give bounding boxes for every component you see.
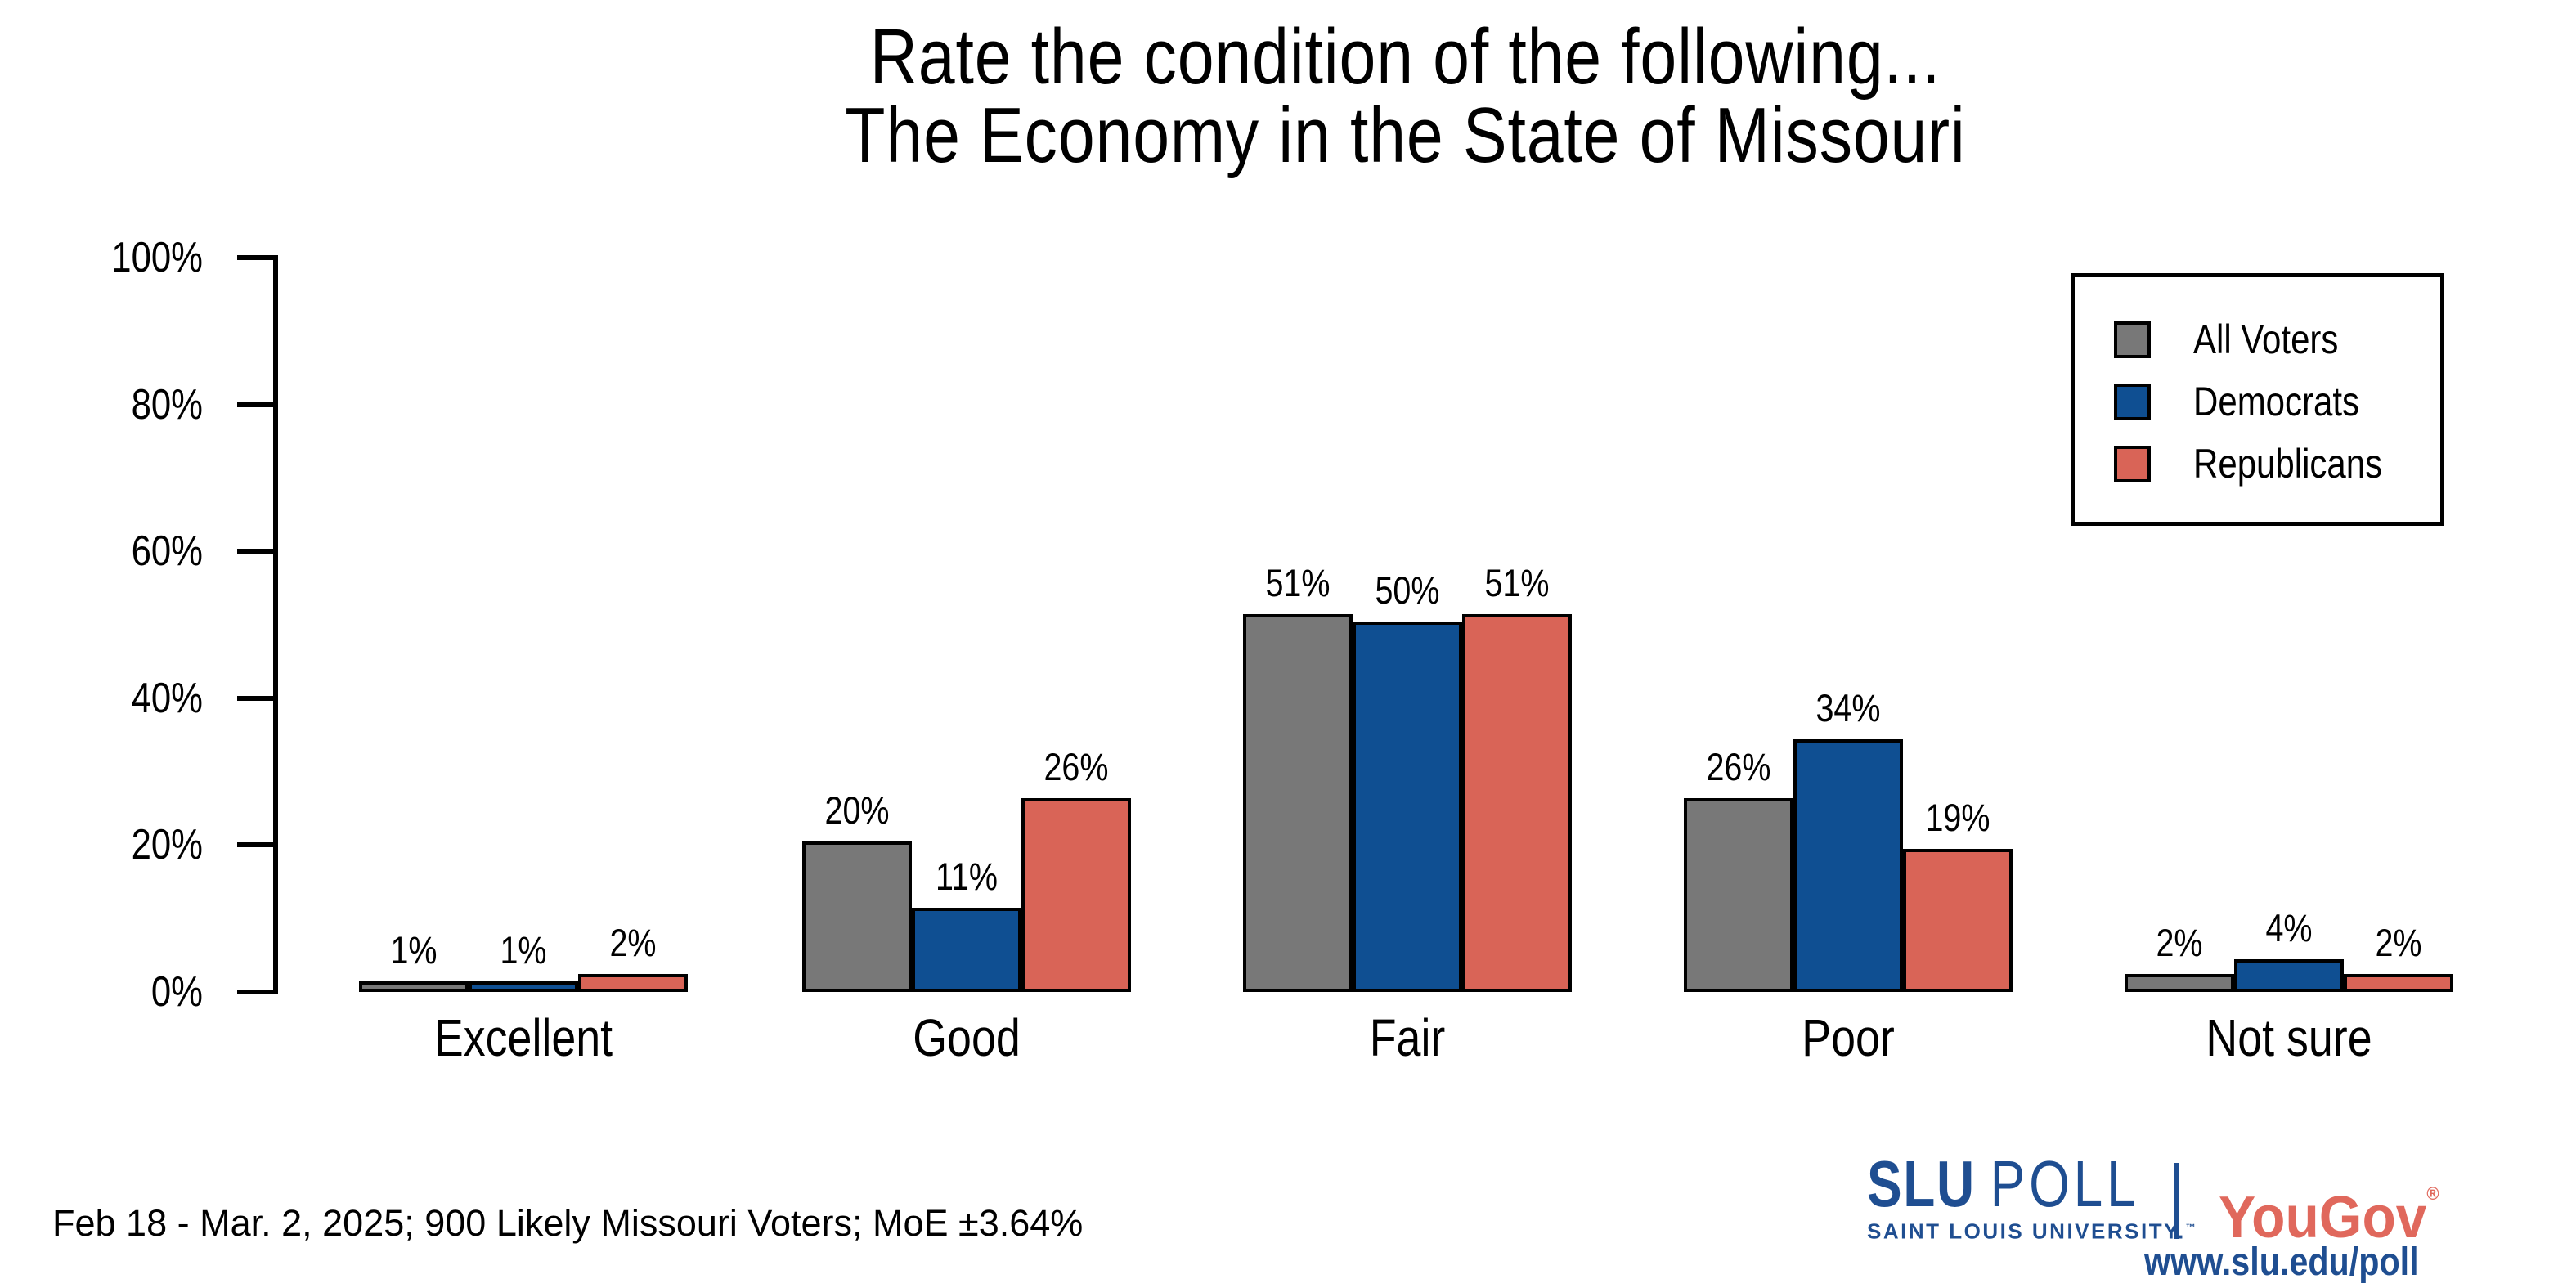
footer-note: Feb 18 - Mar. 2, 2025; 900 Likely Missou… [52, 1202, 1084, 1244]
legend-label: Republicans [2193, 441, 2383, 487]
bar-value-label: 11% [935, 855, 999, 898]
bar-democrats-not-sure [2234, 959, 2344, 992]
brand-divider [2174, 1163, 2179, 1239]
x-axis-category-label: Good [913, 1008, 1021, 1067]
yougov-logo: YouGov® [2219, 1165, 2439, 1247]
poll-logo-text: POLL [1990, 1147, 2140, 1220]
bar-value-label: 20% [824, 788, 890, 832]
bar-value-label: 51% [1484, 561, 1550, 604]
bar-republicans-fair [1462, 614, 1572, 992]
y-axis-tick-label: 100% [111, 234, 203, 281]
chart-title-line2: The Economy in the State of Missouri [845, 92, 1966, 179]
bar-value-label: 34% [1815, 686, 1881, 729]
trademark-symbol: ™ [2185, 1222, 2196, 1233]
legend-label: All Voters [2193, 316, 2339, 362]
bar-democrats-fair [1353, 622, 1462, 992]
bar-value-label: 26% [1043, 745, 1109, 788]
bar-value-label: 50% [1375, 568, 1440, 612]
bar-all-voters-not-sure [2125, 974, 2234, 992]
legend-item: All Voters [2114, 316, 2440, 362]
bar-democrats-excellent [469, 981, 578, 992]
yougov-logo-text: YouGov [2219, 1185, 2427, 1250]
slu-poll-url: www.slu.edu/poll [2144, 1241, 2419, 1284]
bar-republicans-excellent [578, 974, 688, 992]
y-axis-line [273, 255, 278, 994]
bar-all-voters-fair [1243, 614, 1353, 992]
chart-title: Rate the condition of the following... T… [276, 18, 2535, 175]
bar-democrats-good [912, 908, 1021, 992]
slu-subtitle: SAINT LOUIS UNIVERSITY.™ [1867, 1217, 2196, 1242]
bar-value-label: 19% [1925, 796, 1990, 839]
bar-value-label: 2% [2156, 921, 2203, 964]
y-axis-tick-label: 60% [131, 527, 203, 576]
bar-value-label: 4% [2265, 906, 2313, 949]
y-axis-tick [237, 990, 273, 994]
bar-republicans-poor [1903, 849, 2013, 992]
y-axis-tick-label: 0% [150, 968, 203, 1016]
chart-title-line1: Rate the condition of the following... [869, 13, 1941, 101]
bar-value-label: 1% [390, 928, 438, 972]
legend-swatch-all-voters [2114, 321, 2151, 358]
branding: SLU POLL SAINT LOUIS UNIVERSITY.™ YouGov… [1867, 1151, 2488, 1286]
legend-label: Democrats [2193, 379, 2360, 424]
slu-subtitle-text: SAINT LOUIS UNIVERSITY. [1867, 1218, 2186, 1244]
y-axis-tick-label: 20% [131, 821, 203, 869]
bar-all-voters-poor [1684, 798, 1793, 992]
bar-republicans-not-sure [2344, 974, 2453, 992]
legend-item: Democrats [2114, 379, 2440, 424]
x-axis-category-label: Not sure [2206, 1008, 2372, 1067]
legend: All Voters Democrats Republicans [2071, 273, 2444, 526]
bar-value-label: 51% [1265, 561, 1331, 604]
slu-logo-text: SLU [1867, 1147, 1976, 1220]
legend-swatch-republicans [2114, 445, 2151, 482]
y-axis-tick [237, 842, 273, 848]
bar-all-voters-good [802, 841, 912, 992]
bar-republicans-good [1021, 798, 1131, 992]
y-axis-tick-label: 40% [131, 674, 203, 722]
x-axis-category-label: Excellent [433, 1008, 613, 1067]
x-axis-category-label: Fair [1369, 1008, 1446, 1067]
y-axis-tick [237, 549, 273, 554]
y-axis-tick [237, 255, 273, 260]
bar-democrats-poor [1793, 739, 1903, 992]
bar-value-label: 26% [1706, 745, 1771, 788]
y-axis-tick [237, 402, 273, 407]
x-axis-category-label: Poor [1802, 1008, 1895, 1067]
bar-value-label: 2% [609, 921, 657, 964]
bar-value-label: 2% [2375, 921, 2422, 964]
registered-symbol: ® [2426, 1183, 2439, 1204]
legend-item: Republicans [2114, 441, 2440, 487]
bar-value-label: 1% [500, 928, 547, 972]
slu-poll-logo: SLU POLL [1867, 1151, 2139, 1217]
y-axis-tick [237, 695, 273, 701]
legend-swatch-democrats [2114, 383, 2151, 420]
bar-all-voters-excellent [359, 981, 469, 992]
y-axis-tick-label: 80% [131, 380, 203, 429]
